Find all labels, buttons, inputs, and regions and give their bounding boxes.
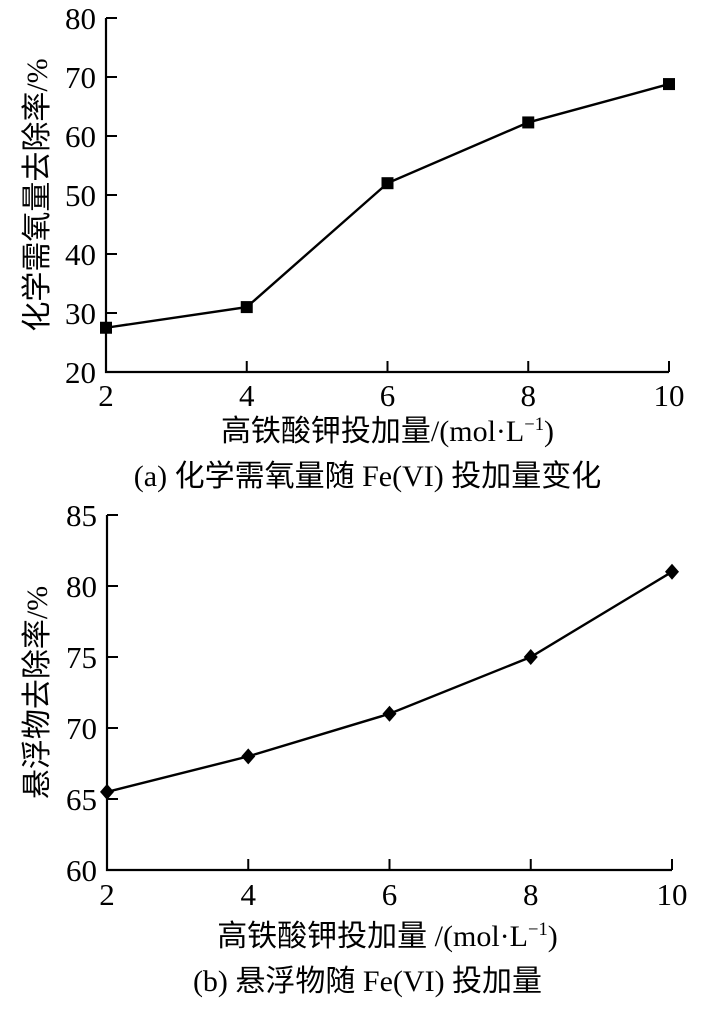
data-point-marker (241, 748, 256, 765)
chart-a-xaxis-title-superscript: −1 (524, 414, 545, 435)
data-point-marker (665, 563, 679, 580)
y-tick-label: 65 (66, 782, 97, 817)
y-tick-label: 75 (66, 640, 97, 675)
y-tick-label: 80 (66, 569, 97, 604)
chart-b-xaxis-title: 高铁酸钾投加量 /(mol·L−1) (60, 915, 715, 959)
x-tick-label: 10 (657, 877, 688, 912)
chart-b-caption: (b) 悬浮物随 Fe(VI) 投加量 (192, 965, 543, 998)
axis-spines (104, 18, 669, 374)
x-tick-label: 2 (98, 378, 114, 410)
y-tick-label: 40 (65, 237, 96, 272)
x-tick-label: 2 (99, 877, 115, 912)
x-tick-label: 8 (523, 877, 539, 912)
chart-b-xaxis-title-text: 高铁酸钾投加量 /(mol·L (217, 920, 528, 953)
data-point-marker (523, 649, 538, 665)
data-point-marker (100, 321, 112, 334)
y-tick-label: 70 (65, 60, 96, 95)
chart-b-plot: 60 65 70 75 80 85 2 4 6 8 10 悬浮物去除率/% (21, 500, 688, 912)
y-axis-title: 化学需氧量去除率/% (21, 58, 54, 331)
axis-spines (105, 515, 672, 872)
data-point-marker (663, 78, 675, 91)
x-tick-label: 10 (654, 378, 685, 410)
data-point-marker (382, 705, 397, 722)
series-line (106, 570, 673, 794)
y-tick-label: 60 (65, 119, 96, 154)
series-line (105, 82, 670, 329)
chart-a-xaxis-title-close: ) (544, 415, 555, 448)
y-tick-label: 20 (65, 355, 96, 390)
x-tick-label: 4 (241, 877, 257, 912)
y-tick-label: 50 (65, 178, 96, 213)
data-point-marker (240, 301, 253, 314)
data-point-marker (381, 177, 394, 190)
chart-a-caption: (a) 化学需氧量随 Fe(VI) 投加量变化 (133, 460, 602, 493)
chart-a-xaxis-title: 高铁酸钾投加量/(mol·L−1) (60, 410, 715, 454)
y-tick-label: 80 (65, 1, 96, 36)
chart-a-xaxis-title-text: 高铁酸钾投加量/(mol·L (220, 415, 525, 448)
chart-b-xaxis-title-superscript: −1 (528, 919, 548, 940)
y-axis-title: 悬浮物去除率/% (21, 586, 54, 799)
chart-a-plot: 20 30 40 50 60 70 80 2 4 6 8 10 化学需氧量去除率/% (21, 1, 685, 410)
x-tick-label: 8 (521, 378, 537, 410)
y-tick-label: 30 (65, 296, 96, 331)
y-tick-label: 85 (66, 500, 97, 533)
chart-b-xaxis-title-close: ) (547, 920, 558, 953)
data-point-marker (522, 116, 535, 129)
y-tick-label: 70 (66, 711, 97, 746)
y-tick-label: 60 (66, 853, 97, 888)
x-tick-label: 4 (239, 378, 255, 410)
data-point-marker (100, 783, 114, 800)
x-tick-label: 6 (382, 877, 398, 912)
x-tick-label: 6 (380, 378, 396, 410)
